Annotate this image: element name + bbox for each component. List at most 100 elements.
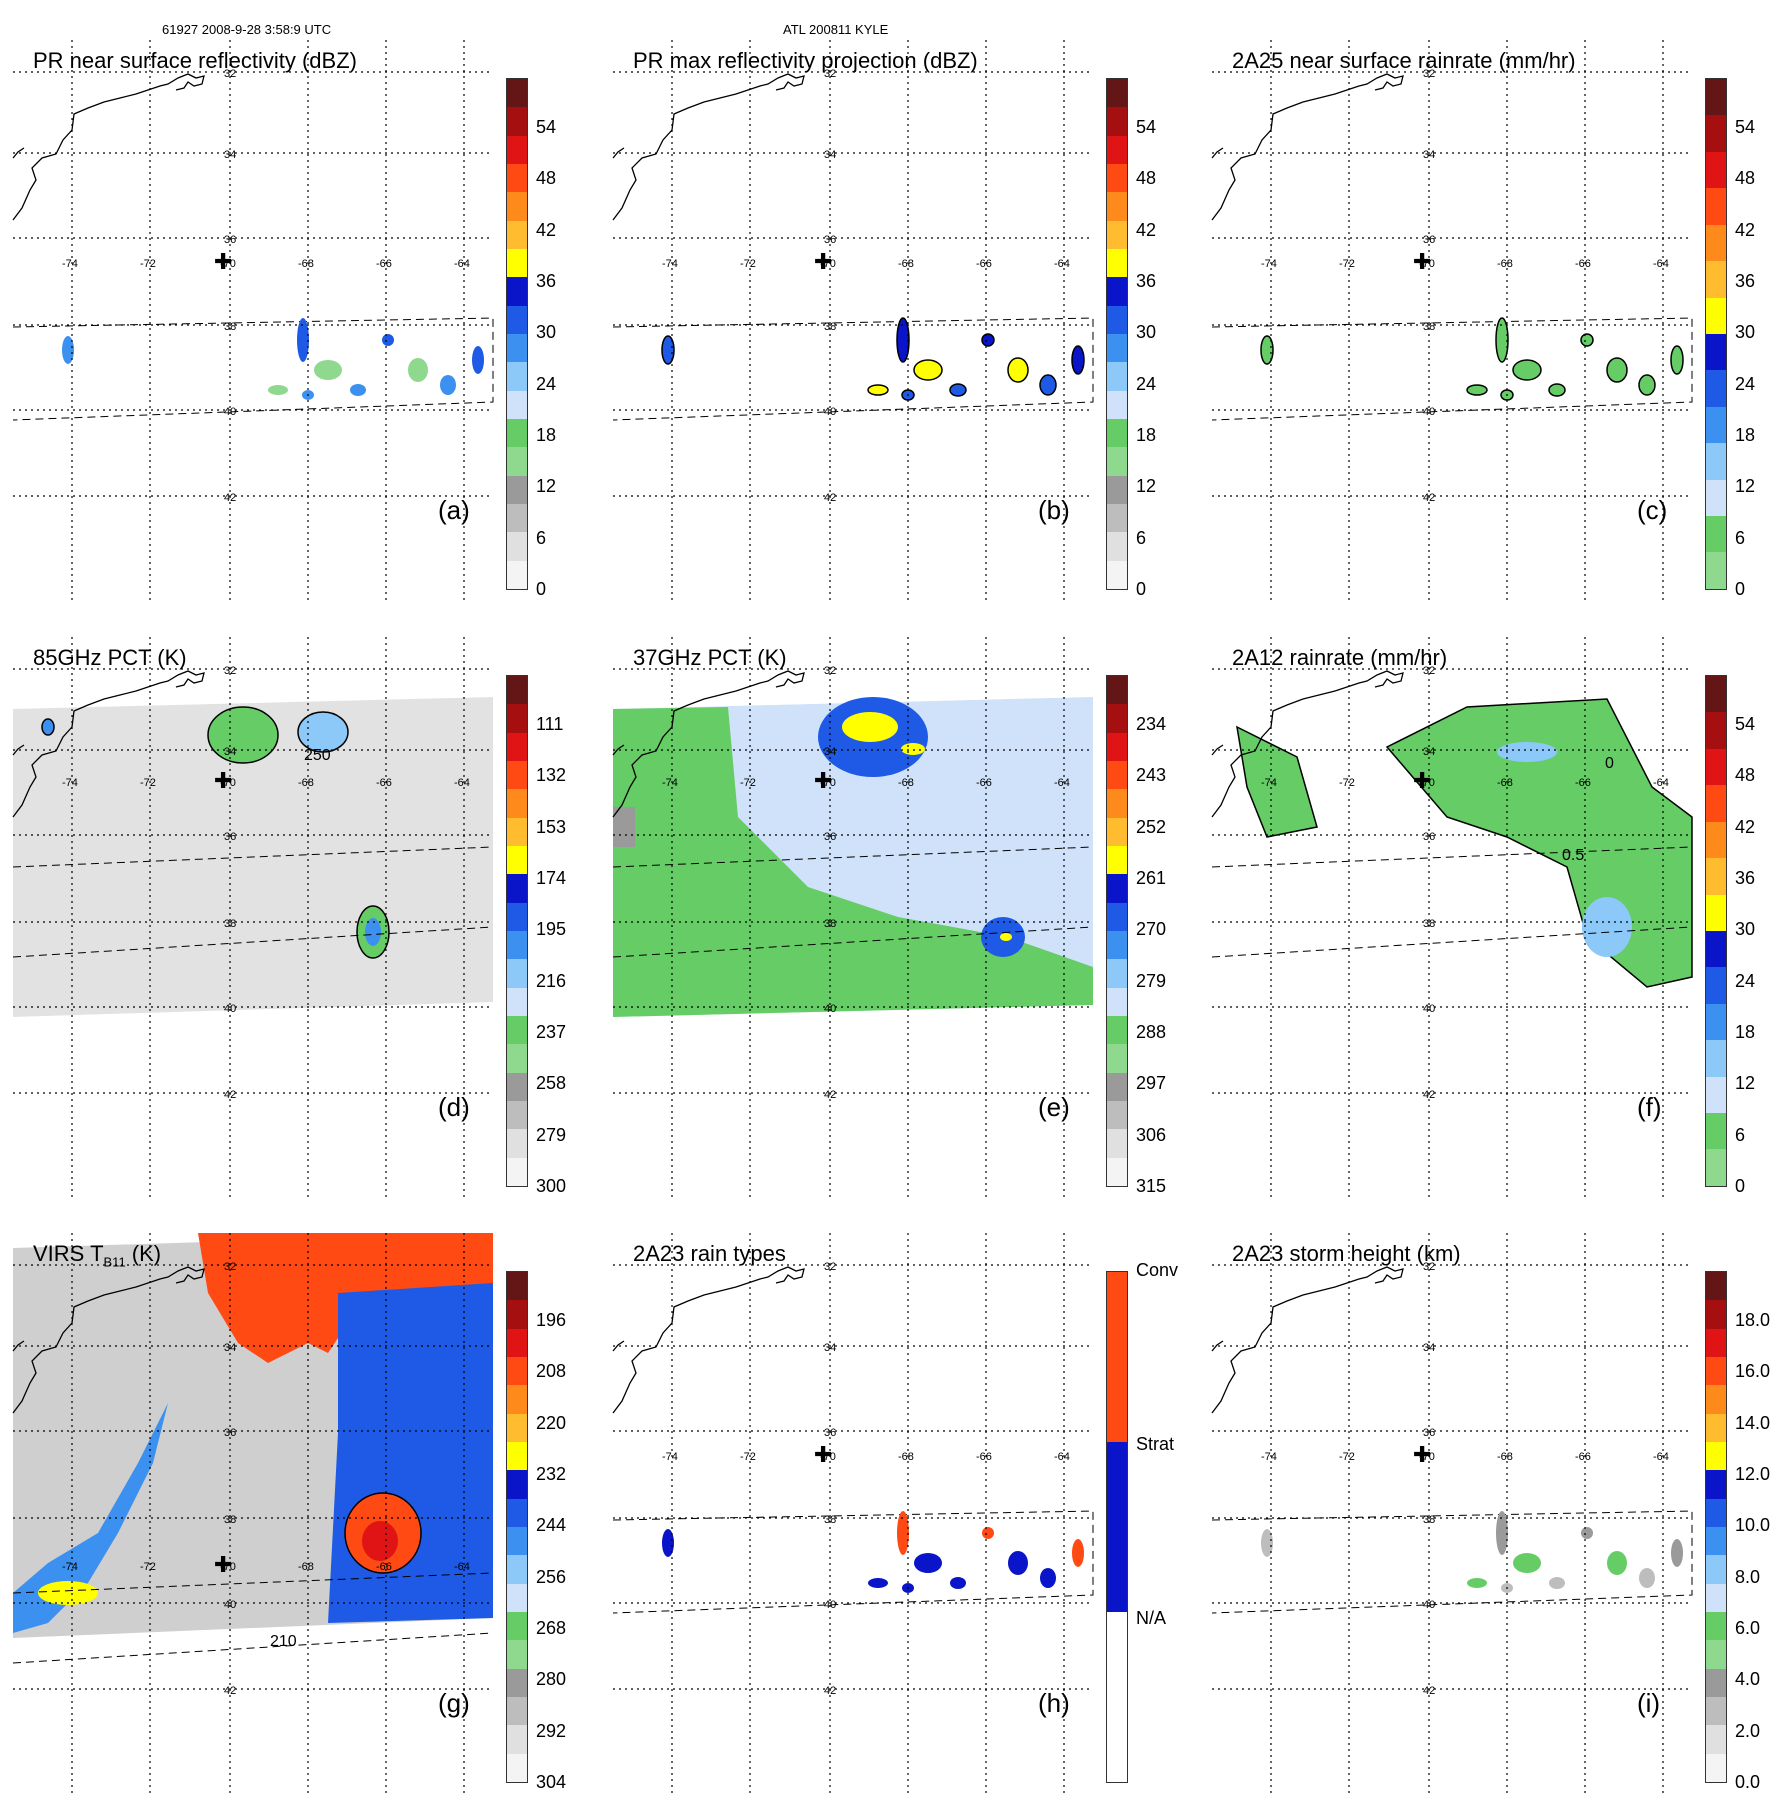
longitude-label: -68: [298, 777, 314, 789]
latitude-label: 38: [1423, 1514, 1436, 1526]
latitude-label: 40: [1423, 1599, 1436, 1611]
colorbar-segment: [1706, 748, 1726, 786]
panel-title: 37GHz PCT (K): [633, 645, 787, 670]
longitude-label: -74: [62, 1561, 78, 1573]
precip-cell: [1671, 1539, 1683, 1567]
precip-cell: [1008, 1551, 1028, 1575]
colorbar-segment: [507, 1470, 527, 1499]
longitude-label: -64: [454, 777, 470, 789]
colorbar-segment: [1107, 1015, 1127, 1045]
panel-letter: (a): [438, 495, 470, 525]
map-canvas: [1211, 40, 1693, 600]
colorbar-segment: [1706, 930, 1726, 968]
colorbar-segment: [507, 163, 527, 193]
colorbar-segment: [1107, 163, 1127, 193]
colorbar-segment: [1706, 1356, 1726, 1386]
precip-cell: [1040, 1568, 1056, 1588]
map-canvas: [612, 637, 1094, 1197]
longitude-label: -72: [1339, 258, 1355, 270]
coastline: [612, 147, 625, 159]
storm-center-marker: ✚: [814, 1443, 833, 1468]
colorbar-segment: [1107, 475, 1127, 504]
colorbar-segment: [1107, 333, 1127, 363]
colorbar-segment: [1107, 192, 1127, 221]
colorbar: [506, 1271, 528, 1783]
colorbar: [1106, 78, 1128, 590]
longitude-label: -72: [740, 1451, 756, 1463]
colorbar-segment: [507, 1441, 527, 1471]
coastline: [1211, 670, 1404, 818]
longitude-label: -70: [820, 258, 836, 270]
storm-center-marker: ✚: [1413, 250, 1432, 275]
colorbar-segment: [507, 277, 527, 306]
colorbar-segment: [1706, 712, 1726, 749]
contour-label: 0: [1605, 755, 1614, 772]
colorbar-label: 24: [1735, 373, 1756, 394]
latitude-label: 34: [1423, 149, 1436, 161]
precip-cell: [896, 317, 910, 363]
precip-cell: [1581, 1527, 1593, 1539]
colorbar-segment: [1706, 1441, 1726, 1471]
colorbar-segment: [1706, 1611, 1726, 1641]
colorbar-label: 30: [1735, 919, 1756, 940]
colorbar-label: 6.0: [1735, 1618, 1761, 1638]
colorbar-label: 18.0: [1735, 1310, 1771, 1330]
coastline: [1211, 744, 1224, 756]
swath-boundary: [612, 317, 1094, 421]
precip-cell: [1512, 359, 1542, 381]
longitude-label: -66: [376, 777, 392, 789]
precip-cell: [350, 384, 366, 396]
map-canvas: [12, 40, 494, 600]
colorbar-label: 18: [1735, 425, 1756, 445]
colorbar-segment: [1107, 418, 1127, 448]
colorbar-segment: [507, 1611, 527, 1641]
colorbar-label: 111: [536, 714, 564, 734]
precip-cell: [382, 334, 394, 346]
panel-title: 2A23 rain types: [633, 1241, 786, 1266]
colorbar-segment: [1706, 261, 1726, 298]
latitude-label: 34: [224, 149, 237, 161]
longitude-label: -70: [1419, 1451, 1435, 1463]
colorbar-label: 30: [1136, 322, 1157, 343]
longitude-label: -72: [1339, 777, 1355, 789]
colorbar-label: 0.0: [1735, 1772, 1761, 1792]
panel-title: 2A12 rainrate (mm/hr): [1232, 645, 1448, 670]
longitude-label: -64: [1653, 777, 1669, 789]
data-field: [1261, 1511, 1683, 1593]
panel-letter: (b): [1038, 495, 1070, 525]
coastline: [1211, 73, 1404, 221]
colorbar-segment: [1706, 1149, 1726, 1186]
swath-boundary: [612, 1510, 1094, 1614]
colorbar-segment: [1107, 704, 1127, 733]
panel-title: 85GHz PCT (K): [33, 645, 187, 670]
colorbar-segment: [1706, 151, 1726, 189]
colorbar-segment: [507, 107, 527, 136]
colorbar-segment: [1107, 390, 1127, 419]
precip-cell: [41, 718, 55, 736]
colorbar-segment: [1706, 1113, 1726, 1150]
colorbar-label: 315: [1136, 1176, 1167, 1196]
colorbar-segment: [507, 305, 527, 334]
precip-cell: [1606, 357, 1628, 383]
precip-cell: [1548, 383, 1566, 397]
colorbar-segment: [507, 79, 527, 108]
colorbar-segment: [507, 333, 527, 363]
data-field: [1211, 698, 1693, 988]
swath-boundary: [12, 1632, 494, 1664]
longitude-label: -66: [976, 777, 992, 789]
swath-boundary: [1211, 1510, 1693, 1614]
precip-cell: [62, 336, 74, 364]
longitude-label: -68: [1497, 777, 1513, 789]
colorbar-label: 54: [1735, 117, 1756, 137]
swath-boundary: [12, 1572, 494, 1594]
colorbar-label: 306: [1136, 1124, 1167, 1145]
latitude-label: 32: [1423, 68, 1436, 80]
colorbar-label: Strat: [1136, 1434, 1175, 1454]
latitude-label: 38: [1423, 918, 1436, 930]
latitude-label: 36: [824, 831, 837, 843]
colorbar-label: 2.0: [1735, 1720, 1761, 1741]
coastline: [1211, 1266, 1404, 1414]
colorbar-segment: [507, 902, 527, 931]
colorbar-label: 196: [536, 1310, 567, 1330]
storm-center-marker: ✚: [1413, 1443, 1432, 1468]
